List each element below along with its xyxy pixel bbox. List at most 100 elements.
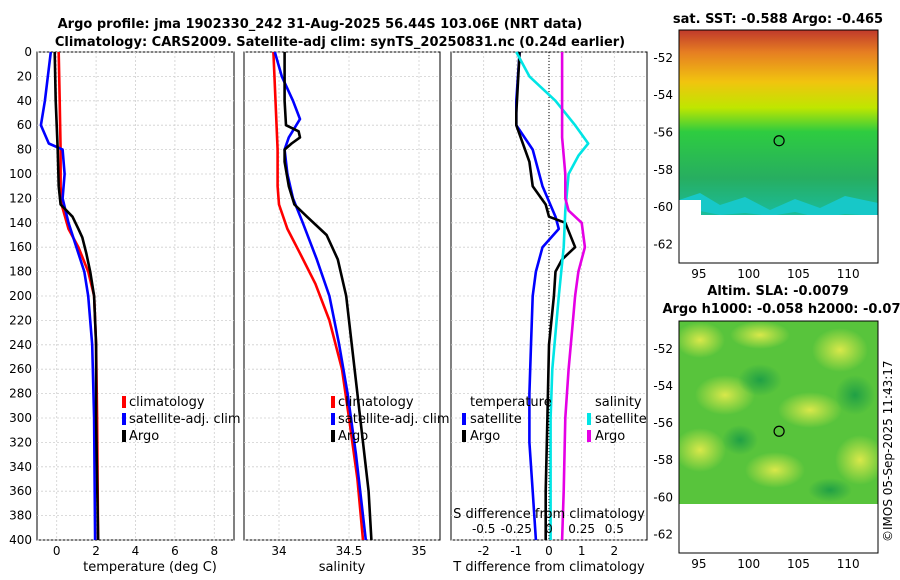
legend-s-argo: Argo xyxy=(595,429,625,444)
map-x-tick-label: 110 xyxy=(837,557,860,571)
sla-xticks: 95 100 105 110 xyxy=(691,557,859,571)
x-tick-label: 2 xyxy=(611,544,619,558)
sla-frame xyxy=(678,320,879,554)
sla-blob xyxy=(835,435,878,485)
series-line-salinity-argo xyxy=(560,52,587,541)
t-difference-label: T difference from climatology xyxy=(452,560,645,575)
salinity-legend: climatology satellite-adj. clim Argo xyxy=(331,395,450,444)
x-tick-label: 2 xyxy=(92,544,100,558)
sla-map-title1: Altim. SLA: -0.0079 xyxy=(707,284,848,299)
sst-gradient xyxy=(679,30,878,215)
map-y-tick-label: -54 xyxy=(653,88,673,102)
legend-swatch-climatology xyxy=(122,396,126,408)
y-tick-label: 260 xyxy=(9,362,32,376)
argo-location-marker xyxy=(773,425,785,437)
temperature-vgrid xyxy=(56,52,215,540)
sla-trough xyxy=(835,375,875,415)
x-tick-label: 6 xyxy=(171,544,179,558)
s-difference-ticks: -0.5 -0.25 0 0.25 0.5 xyxy=(472,522,624,536)
x-tick-label: 0 xyxy=(53,544,61,558)
sla-trough xyxy=(808,478,852,502)
sla-blob xyxy=(679,428,726,472)
difference-xticks: -2 -1 0 1 2 xyxy=(478,544,618,558)
legend-temperature-heading: temperature xyxy=(470,395,552,410)
map-y-tick-label: -56 xyxy=(653,126,673,140)
sla-trough xyxy=(738,364,782,396)
salinity-lines xyxy=(272,51,373,541)
x-tick-label: 34.5 xyxy=(336,544,363,558)
x-tick-label: 8 xyxy=(210,544,218,558)
y-tick-label: 60 xyxy=(17,118,32,132)
map-x-tick-label: 105 xyxy=(787,267,810,281)
s-tick-label: 0.5 xyxy=(605,522,624,536)
y-tick-label: 340 xyxy=(9,460,32,474)
temperature-legend: climatology satellite-adj. clim Argo xyxy=(122,395,241,444)
sst-map-title: sat. SST: -0.588 Argo: -0.465 xyxy=(673,12,883,27)
difference-lines xyxy=(514,51,590,541)
x-tick-label: -1 xyxy=(510,544,522,558)
series-line-temperature-argo xyxy=(514,51,577,540)
sst-field xyxy=(679,30,878,263)
imos-credit: ©IMOS 05-Sep-2025 11:43:17 xyxy=(881,360,895,542)
legend-t-satellite: satellite xyxy=(470,412,522,427)
s-difference-label: S difference from climatology xyxy=(453,507,645,522)
map-y-tick-label: -60 xyxy=(653,200,673,214)
y-tick-label: 400 xyxy=(9,533,32,547)
temperature-lines xyxy=(39,51,100,541)
legend-t-argo: Argo xyxy=(470,429,500,444)
y-tick-label: 320 xyxy=(9,435,32,449)
x-tick-label: 1 xyxy=(578,544,586,558)
s-tick-label: -0.5 xyxy=(472,522,495,536)
s-tick-label: 0 xyxy=(545,522,553,536)
map-y-tick-label: -56 xyxy=(653,416,673,430)
difference-panel: -2 -1 0 1 2 S difference from climatology -0… xyxy=(450,51,648,575)
header-line1: Argo profile: jma 1902330_242 31-Aug-202… xyxy=(58,17,583,32)
y-tick-label: 160 xyxy=(9,240,32,254)
sla-map-title2: Argo h1000: -0.058 h2000: -0.079 xyxy=(662,302,900,317)
legend-satellite-adj: satellite-adj. clim xyxy=(338,412,450,427)
legend-swatch-s-satellite xyxy=(587,413,591,425)
legend-swatch-argo xyxy=(331,430,335,442)
legend-s-satellite: satellite xyxy=(595,412,647,427)
map-y-tick-label: -60 xyxy=(653,490,673,504)
temperature-panel: 0 2 4 6 8 0 20 40 60 80 100 120 140 160 180 200 220 240 2… xyxy=(9,45,241,575)
legend-satellite-adj: satellite-adj. clim xyxy=(129,412,241,427)
legend-swatch-satellite-adj xyxy=(331,413,335,425)
y-tick-label: 240 xyxy=(9,338,32,352)
map-y-tick-label: -54 xyxy=(653,379,673,393)
sla-blob xyxy=(679,322,725,358)
legend-swatch-climatology xyxy=(331,396,335,408)
legend-salinity-heading: salinity xyxy=(595,395,642,410)
map-x-tick-label: 95 xyxy=(691,267,706,281)
y-tick-label: 220 xyxy=(9,313,32,327)
sla-map: Altim. SLA: -0.0079 Argo h1000: -0.058 h… xyxy=(653,284,900,571)
map-y-tick-label: -62 xyxy=(653,527,673,541)
s-tick-label: -0.25 xyxy=(501,522,532,536)
map-y-tick-label: -58 xyxy=(653,163,673,177)
x-tick-label: 4 xyxy=(132,544,140,558)
map-x-tick-label: 100 xyxy=(737,557,760,571)
salinity-xlabel: salinity xyxy=(319,560,366,575)
sst-map: sat. SST: -0.588 Argo: -0.465 -52-54-56-… xyxy=(653,12,883,281)
y-tick-label: 360 xyxy=(9,484,32,498)
legend-swatch-t-argo xyxy=(462,430,466,442)
x-tick-label: 0 xyxy=(545,544,553,558)
legend-swatch-argo xyxy=(122,430,126,442)
legend-climatology: climatology xyxy=(129,395,205,410)
y-tick-label: 140 xyxy=(9,216,32,230)
salinity-vgrid xyxy=(278,52,420,540)
temperature-grid xyxy=(37,51,234,541)
y-tick-label: 280 xyxy=(9,387,32,401)
x-tick-label: -2 xyxy=(478,544,490,558)
temperature-xlabel: temperature (deg C) xyxy=(83,560,217,575)
temperature-yticks: 0 20 40 60 80 100 120 140 160 180 200 220 240 260 280 3… xyxy=(9,45,32,547)
legend-swatch-s-argo xyxy=(587,430,591,442)
legend-argo: Argo xyxy=(338,429,368,444)
legend-climatology: climatology xyxy=(338,395,414,410)
y-tick-label: 120 xyxy=(9,191,32,205)
y-tick-label: 380 xyxy=(9,509,32,523)
sst-yticks: -52 -54 -56 -58 -60 -62 xyxy=(653,51,673,251)
map-y-tick-label: -52 xyxy=(653,342,673,356)
series-line-temperature-satellite xyxy=(514,51,561,541)
